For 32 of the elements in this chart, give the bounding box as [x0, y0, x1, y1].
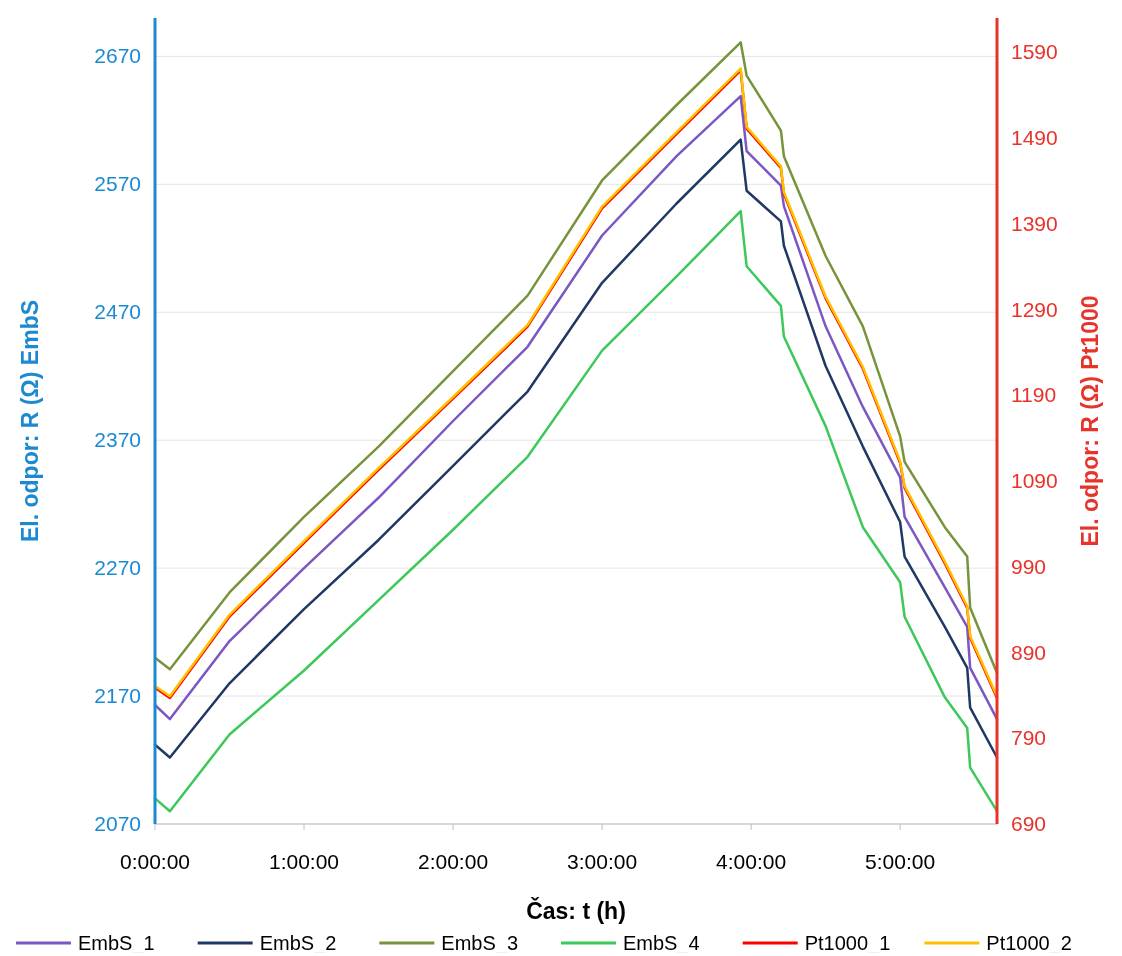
- legend-label: Pt1000_1: [804, 932, 891, 955]
- y2-tick-label: 1490: [1011, 126, 1058, 150]
- y-tick-label: 2670: [94, 44, 141, 68]
- x-tick-label: 4:00:00: [716, 850, 787, 873]
- y2-tick-label: 1090: [1011, 469, 1058, 493]
- y-tick-label: 2270: [94, 556, 141, 580]
- legend-label: EmbS_2: [259, 932, 337, 955]
- y-axis-title: El. odpor: R (Ω) EmbS: [17, 299, 43, 543]
- x-tick-label: 2:00:00: [418, 850, 489, 873]
- y2-tick-label: 690: [1011, 812, 1047, 835]
- y-tick-label: 2570: [94, 172, 141, 196]
- y2-tick-label: 790: [1011, 726, 1047, 750]
- y2-axis-title: El. odpor: R (Ω) Pt1000: [1077, 295, 1103, 547]
- y2-tick-label: 1390: [1011, 211, 1058, 235]
- y2-tick-label: 890: [1011, 640, 1047, 664]
- y2-tick-label: 1190: [1011, 383, 1057, 407]
- y-tick-label: 2370: [94, 428, 141, 452]
- x-tick-label: 3:00:00: [567, 850, 638, 873]
- x-axis-title: Čas: t (h): [526, 897, 626, 924]
- y-tick-label: 2070: [94, 812, 141, 835]
- y-tick-label: 2470: [94, 300, 141, 324]
- y-tick-label: 2170: [94, 684, 141, 708]
- y2-tick-label: 1590: [1011, 40, 1058, 64]
- legend-label: EmbS_4: [623, 932, 700, 955]
- legend-label: EmbS_3: [441, 932, 519, 955]
- x-tick-label: 0:00:00: [119, 850, 191, 873]
- x-tick-label: 5:00:00: [865, 850, 936, 873]
- legend-label: EmbS_1: [78, 932, 155, 955]
- legend-label: Pt1000_2: [986, 932, 1072, 955]
- x-tick-label: 1:00:00: [268, 850, 340, 873]
- y2-tick-label: 990: [1011, 554, 1047, 578]
- y2-tick-label: 1290: [1011, 297, 1058, 321]
